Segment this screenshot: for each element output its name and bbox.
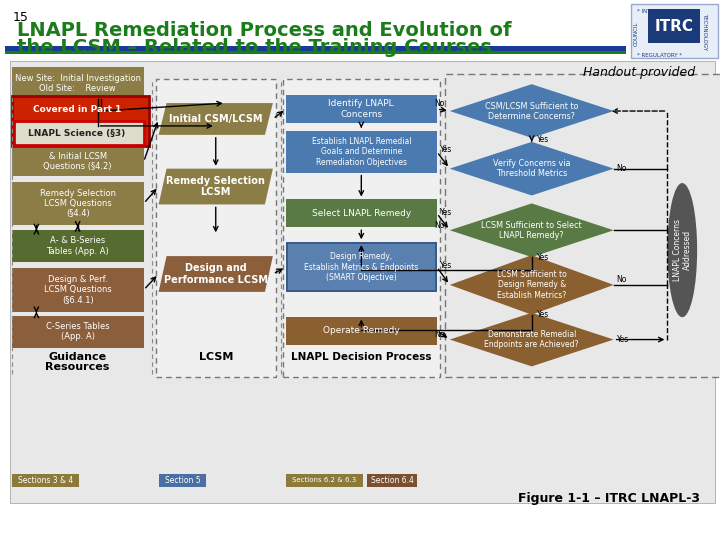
Text: the LCSM – Related to the Training Courses: the LCSM – Related to the Training Cours…: [17, 38, 492, 57]
Text: Figure 1-1 – ITRC LNAPL-3: Figure 1-1 – ITRC LNAPL-3: [518, 492, 700, 505]
FancyBboxPatch shape: [286, 199, 437, 227]
Text: Design Remedy,
Establish Metrics & Endpoints
(SMART Objective): Design Remedy, Establish Metrics & Endpo…: [304, 252, 418, 282]
Text: No: No: [434, 330, 445, 339]
FancyBboxPatch shape: [649, 9, 700, 43]
Text: No: No: [616, 164, 627, 173]
Polygon shape: [158, 256, 273, 292]
Text: CSM/LCSM Sufficient to
Determine Concerns?: CSM/LCSM Sufficient to Determine Concern…: [485, 102, 578, 121]
Text: LCSM: LCSM: [199, 353, 233, 362]
FancyBboxPatch shape: [288, 244, 435, 290]
Text: Sections 3 & 4: Sections 3 & 4: [18, 476, 73, 484]
Polygon shape: [450, 255, 613, 315]
FancyBboxPatch shape: [286, 474, 364, 487]
Text: C-Series Tables
(App. A): C-Series Tables (App. A): [46, 322, 109, 341]
FancyBboxPatch shape: [286, 95, 437, 123]
Text: A- & B-Series
Tables (App. A): A- & B-Series Tables (App. A): [46, 237, 109, 256]
FancyBboxPatch shape: [4, 51, 626, 55]
Text: Design & Perf.
LCSM Questions
(§6.4.1): Design & Perf. LCSM Questions (§6.4.1): [44, 275, 112, 305]
FancyBboxPatch shape: [14, 121, 144, 145]
Text: Establish LNAPL Remedial
Goals and Determine
Remediation Objectives: Establish LNAPL Remedial Goals and Deter…: [312, 137, 411, 167]
Text: Yes: Yes: [536, 136, 549, 144]
FancyBboxPatch shape: [12, 230, 144, 262]
Text: Demonstrate Remedial
Endpoints are Achieved?: Demonstrate Remedial Endpoints are Achie…: [485, 330, 579, 349]
Ellipse shape: [667, 183, 697, 317]
Text: * INTERSTATE *: * INTERSTATE *: [636, 9, 678, 14]
Text: Yes: Yes: [440, 145, 452, 154]
Text: Identify LNAPL
Concerns: Identify LNAPL Concerns: [328, 99, 394, 119]
Text: * REGULATORY *: * REGULATORY *: [636, 53, 682, 58]
Text: Operate Remedy: Operate Remedy: [323, 326, 400, 335]
FancyBboxPatch shape: [12, 148, 144, 176]
Text: No: No: [434, 221, 445, 230]
Text: TECHNOLOGY: TECHNOLOGY: [701, 13, 706, 50]
Text: No: No: [434, 99, 445, 107]
Text: New Site:  Initial Investigation
Old Site:    Review: New Site: Initial Investigation Old Site…: [14, 73, 140, 93]
FancyBboxPatch shape: [12, 181, 144, 225]
Text: Yes: Yes: [616, 335, 629, 344]
FancyBboxPatch shape: [286, 131, 437, 173]
FancyBboxPatch shape: [9, 62, 715, 503]
FancyBboxPatch shape: [367, 474, 417, 487]
Text: Select LNAPL Remedy: Select LNAPL Remedy: [312, 209, 411, 218]
FancyBboxPatch shape: [283, 79, 440, 377]
Polygon shape: [450, 313, 613, 366]
Text: Remedy Selection
LCSM Questions
(§4.4): Remedy Selection LCSM Questions (§4.4): [40, 188, 116, 218]
Text: No: No: [616, 275, 627, 285]
Polygon shape: [450, 142, 613, 195]
FancyBboxPatch shape: [12, 316, 144, 348]
Text: ITRC: ITRC: [654, 19, 694, 34]
Text: LCSM Sufficient to Select
LNAPL Remedy?: LCSM Sufficient to Select LNAPL Remedy?: [482, 220, 582, 240]
Text: & Initial LCSM
Questions (§4.2): & Initial LCSM Questions (§4.2): [43, 152, 112, 171]
Text: Covered in Part 1: Covered in Part 1: [33, 105, 122, 113]
Text: Guidance: Guidance: [48, 353, 107, 362]
Text: Initial CSM/LCSM: Initial CSM/LCSM: [169, 114, 263, 124]
Text: Verify Concerns via
Threshold Metrics: Verify Concerns via Threshold Metrics: [493, 159, 570, 178]
Text: LCSM Sufficient to
Design Remedy &
Establish Metrics?: LCSM Sufficient to Design Remedy & Estab…: [497, 270, 567, 300]
Polygon shape: [158, 168, 273, 205]
Text: Yes: Yes: [440, 208, 452, 217]
Text: Resources: Resources: [45, 362, 110, 373]
Polygon shape: [450, 204, 613, 257]
Text: 15: 15: [12, 11, 28, 24]
FancyBboxPatch shape: [12, 268, 144, 312]
FancyBboxPatch shape: [286, 316, 437, 345]
FancyBboxPatch shape: [286, 242, 437, 292]
Text: LNAPL Concerns
Addressed: LNAPL Concerns Addressed: [672, 219, 692, 281]
Text: LNAPL Decision Process: LNAPL Decision Process: [291, 353, 431, 362]
FancyBboxPatch shape: [156, 79, 276, 377]
Text: Section 6.4: Section 6.4: [371, 476, 413, 484]
Text: Section 5: Section 5: [165, 476, 200, 484]
Text: Remedy Selection
LCSM: Remedy Selection LCSM: [166, 176, 265, 197]
FancyBboxPatch shape: [158, 474, 207, 487]
Text: Handout provided: Handout provided: [583, 66, 695, 79]
Polygon shape: [450, 84, 613, 138]
Text: COUNCIL: COUNCIL: [634, 21, 639, 46]
Text: Yes: Yes: [536, 310, 549, 319]
FancyBboxPatch shape: [12, 96, 148, 146]
Text: Sections 6.2 & 6.3: Sections 6.2 & 6.3: [292, 477, 356, 483]
FancyBboxPatch shape: [445, 75, 720, 377]
FancyBboxPatch shape: [12, 474, 79, 487]
Text: LNAPL Science (§3): LNAPL Science (§3): [28, 129, 125, 137]
Text: Yes: Yes: [536, 253, 549, 261]
FancyBboxPatch shape: [4, 2, 720, 538]
Text: Design and
Performance LCSM: Design and Performance LCSM: [163, 263, 268, 285]
FancyBboxPatch shape: [631, 4, 718, 58]
Text: LNAPL Remediation Process and Evolution of: LNAPL Remediation Process and Evolution …: [17, 21, 511, 39]
FancyBboxPatch shape: [4, 46, 626, 51]
Text: Yes: Yes: [440, 260, 452, 269]
Polygon shape: [158, 103, 273, 135]
FancyBboxPatch shape: [12, 68, 144, 99]
